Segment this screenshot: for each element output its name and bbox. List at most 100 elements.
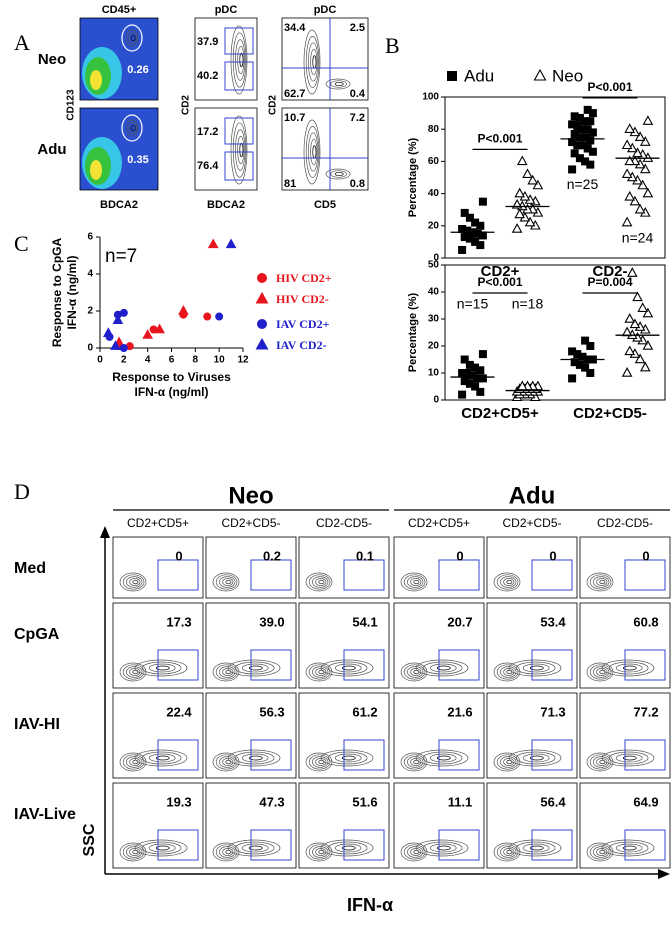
gate xyxy=(624,829,666,861)
y-tick-label: 40 xyxy=(428,287,440,298)
contour xyxy=(522,753,550,763)
contour xyxy=(400,572,428,592)
contour xyxy=(508,839,562,857)
contour xyxy=(219,846,236,858)
point xyxy=(570,130,579,139)
contour xyxy=(529,755,544,761)
point xyxy=(621,367,633,377)
y-axis-label: IFN-α (ng/ml) xyxy=(65,255,79,329)
point xyxy=(586,160,595,169)
point xyxy=(203,312,212,321)
point xyxy=(581,117,590,126)
contour xyxy=(593,756,610,768)
contour xyxy=(134,839,188,857)
contour xyxy=(237,46,245,74)
contour xyxy=(327,661,368,675)
contour xyxy=(615,843,643,853)
contour xyxy=(215,574,238,590)
contour xyxy=(212,842,240,862)
contour xyxy=(608,751,649,765)
contour xyxy=(310,48,318,76)
contour xyxy=(234,661,275,675)
contour xyxy=(141,751,182,765)
contour xyxy=(622,755,637,761)
gate xyxy=(531,829,573,861)
point xyxy=(112,314,124,325)
column-header: CD45+ xyxy=(102,4,137,16)
point xyxy=(568,120,577,129)
point xyxy=(154,323,165,334)
gate xyxy=(224,27,254,55)
y-tick-label: 20 xyxy=(428,220,440,231)
point xyxy=(581,336,590,345)
gate xyxy=(121,114,143,142)
point xyxy=(637,179,649,190)
contour xyxy=(141,841,182,855)
y-axis-label: Response to CpGA xyxy=(50,237,64,347)
contour xyxy=(320,749,374,767)
contour xyxy=(308,664,331,680)
n-label: n=25 xyxy=(567,176,599,192)
contour xyxy=(515,751,556,765)
point xyxy=(570,358,579,367)
point xyxy=(578,141,587,150)
point xyxy=(624,313,636,323)
point xyxy=(632,147,643,158)
gate-value: 11.1 xyxy=(448,794,473,809)
contour xyxy=(586,572,614,592)
gate-value: 0.1 xyxy=(356,548,374,563)
gate xyxy=(438,559,480,591)
contour xyxy=(593,576,610,588)
contour xyxy=(506,579,513,585)
point xyxy=(583,105,592,114)
row-label: IAV-HI xyxy=(14,716,60,733)
point xyxy=(578,352,587,361)
contour xyxy=(234,751,275,765)
contour xyxy=(496,664,519,680)
x-axis-label: IFN-α xyxy=(347,895,393,915)
contour xyxy=(219,756,236,768)
point xyxy=(522,168,533,179)
gate-value: 34.4 xyxy=(284,22,306,34)
contour xyxy=(422,751,463,765)
gate xyxy=(224,117,254,145)
contour xyxy=(126,756,143,768)
point xyxy=(621,326,633,337)
gate-value: 20.7 xyxy=(447,614,472,629)
contour xyxy=(134,659,188,677)
annotation: n=7 xyxy=(105,246,137,267)
point xyxy=(178,305,189,315)
contour xyxy=(429,753,457,763)
x-tick-label: 4 xyxy=(145,355,151,366)
row-label: Adu xyxy=(37,141,66,158)
point xyxy=(588,109,597,118)
point xyxy=(581,363,590,372)
contour xyxy=(586,662,614,682)
gate-value: 76.4 xyxy=(197,160,219,172)
gate-value: 10.7 xyxy=(284,112,305,124)
point xyxy=(568,374,577,383)
contour xyxy=(212,572,240,592)
contour xyxy=(119,842,147,862)
contour xyxy=(508,749,562,767)
contour xyxy=(403,664,426,680)
gate-value: 19.3 xyxy=(166,794,191,809)
gate xyxy=(624,649,666,681)
point xyxy=(626,267,638,277)
point xyxy=(621,139,633,150)
point xyxy=(207,238,219,249)
x-axis-label: BDCA2 xyxy=(207,199,245,211)
contour xyxy=(436,755,451,761)
contour xyxy=(429,663,457,673)
contour xyxy=(232,122,247,178)
column-header: pDC xyxy=(314,4,337,16)
contour xyxy=(586,752,614,772)
contour xyxy=(119,752,147,772)
point xyxy=(634,131,646,141)
contour xyxy=(529,665,544,671)
gate xyxy=(343,649,385,681)
contour xyxy=(334,663,362,673)
contour xyxy=(148,843,176,853)
contour xyxy=(141,661,182,675)
